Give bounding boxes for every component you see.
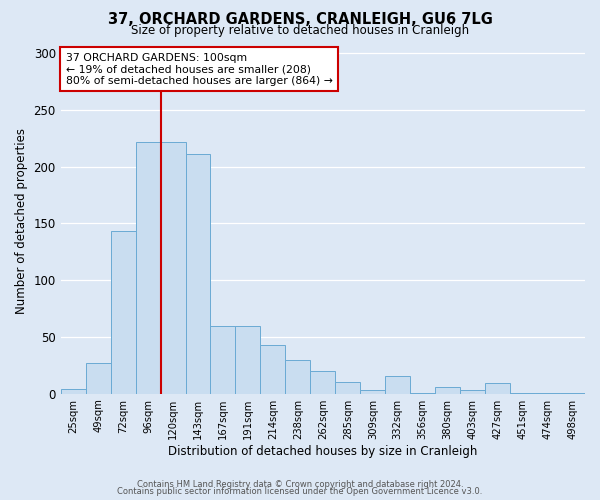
Bar [185, 154, 211, 394]
Bar [61, 389, 86, 394]
Text: Contains HM Land Registry data © Crown copyright and database right 2024.: Contains HM Land Registry data © Crown c… [137, 480, 463, 489]
Text: 37 ORCHARD GARDENS: 100sqm
← 19% of detached houses are smaller (208)
80% of sem: 37 ORCHARD GARDENS: 100sqm ← 19% of deta… [66, 52, 333, 86]
Text: Contains public sector information licensed under the Open Government Licence v3: Contains public sector information licen… [118, 487, 482, 496]
Bar [460, 390, 485, 394]
Bar [335, 382, 360, 394]
Text: 37, ORCHARD GARDENS, CRANLEIGH, GU6 7LG: 37, ORCHARD GARDENS, CRANLEIGH, GU6 7LG [107, 12, 493, 28]
Bar [435, 387, 460, 394]
Bar [560, 392, 585, 394]
Bar [286, 360, 310, 394]
Bar [86, 363, 110, 394]
Bar [235, 326, 260, 394]
Bar [110, 232, 136, 394]
Bar [385, 376, 410, 394]
Bar [535, 392, 560, 394]
Bar [510, 392, 535, 394]
Bar [360, 390, 385, 394]
Bar [211, 326, 235, 394]
Bar [161, 142, 185, 394]
X-axis label: Distribution of detached houses by size in Cranleigh: Distribution of detached houses by size … [168, 444, 478, 458]
Y-axis label: Number of detached properties: Number of detached properties [15, 128, 28, 314]
Bar [485, 384, 510, 394]
Bar [410, 392, 435, 394]
Bar [260, 345, 286, 394]
Text: Size of property relative to detached houses in Cranleigh: Size of property relative to detached ho… [131, 24, 469, 37]
Bar [136, 142, 161, 394]
Bar [310, 371, 335, 394]
